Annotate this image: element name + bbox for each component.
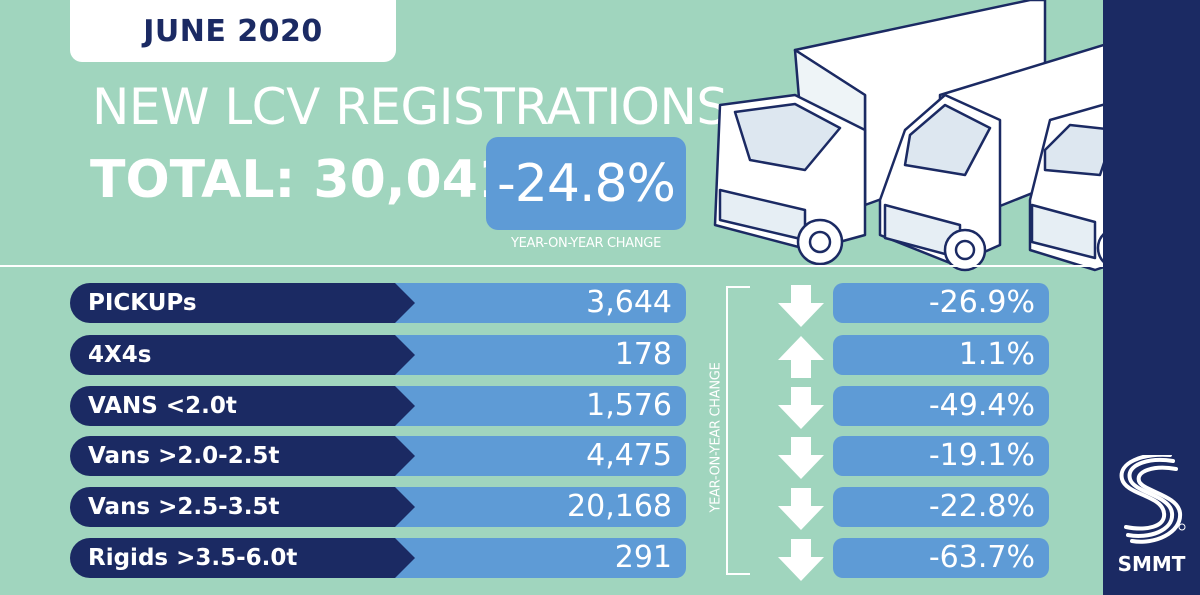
arrow-down-icon [778, 539, 824, 581]
registrations-value: 178 [614, 337, 672, 372]
registrations-value: 3,644 [586, 285, 672, 320]
total-change-badge: -24.8% [486, 137, 686, 230]
row-vans-2-2.5t: 4,475 Vans >2.0-2.5t [70, 436, 686, 476]
registrations-value: 20,168 [567, 489, 672, 524]
row-rigids: 291 Rigids >3.5-6.0t [70, 538, 686, 578]
registrations-value: 291 [614, 540, 672, 575]
yoy-axis-label: YEAR-ON-YEAR CHANGE [708, 362, 724, 513]
arrow-down-icon [778, 437, 824, 479]
row-4x4s: 178 4X4s [70, 335, 686, 375]
label-tab [70, 335, 415, 375]
total-line: TOTAL: 30,041 [90, 150, 514, 210]
change-badge-vans-2-2.5t: -19.1% [833, 436, 1049, 476]
vehicles-illustration [713, 0, 1103, 272]
yoy-bracket [726, 286, 750, 575]
registrations-value: 1,576 [586, 388, 672, 423]
change-badge-4x4s: 1.1% [833, 335, 1049, 375]
label-tab [70, 436, 415, 476]
label-tab [70, 283, 415, 323]
category-label: 4X4s [88, 342, 152, 368]
divider-line [0, 265, 1103, 267]
category-label: Vans >2.5-3.5t [88, 494, 280, 520]
label-tab [70, 487, 415, 527]
row-vans-under-2t: 1,576 VANS <2.0t [70, 386, 686, 426]
smmt-logo-text: SMMT [1117, 552, 1186, 576]
change-badge-pickups: -26.9% [833, 283, 1049, 323]
change-badge-rigids: -63.7% [833, 538, 1049, 578]
category-label: Vans >2.0-2.5t [88, 443, 280, 469]
arrow-down-icon [778, 285, 824, 327]
smmt-logo-icon [1119, 455, 1186, 544]
page-title: NEW LCV REGISTRATIONS [92, 78, 728, 136]
change-badge-vans-under-2t: -49.4% [833, 386, 1049, 426]
arrow-down-icon [778, 387, 824, 429]
label-tab [70, 538, 415, 578]
change-badge-vans-2.5-3.5t: -22.8% [833, 487, 1049, 527]
category-label: Rigids >3.5-6.0t [88, 545, 298, 571]
total-label: TOTAL: [90, 150, 296, 210]
category-label: PICKUPs [88, 290, 197, 316]
date-badge: JUNE 2020 [70, 0, 396, 62]
total-value: 30,041 [313, 150, 515, 210]
arrow-up-icon [778, 336, 824, 378]
label-tab [70, 386, 415, 426]
total-change-caption: YEAR-ON-YEAR CHANGE [511, 236, 661, 251]
row-vans-2.5-3.5t: 20,168 Vans >2.5-3.5t [70, 487, 686, 527]
arrow-down-icon [778, 488, 824, 530]
category-label: VANS <2.0t [88, 393, 237, 419]
row-pickups: 3,644 PICKUPs [70, 283, 686, 323]
registrations-value: 4,475 [586, 438, 672, 473]
